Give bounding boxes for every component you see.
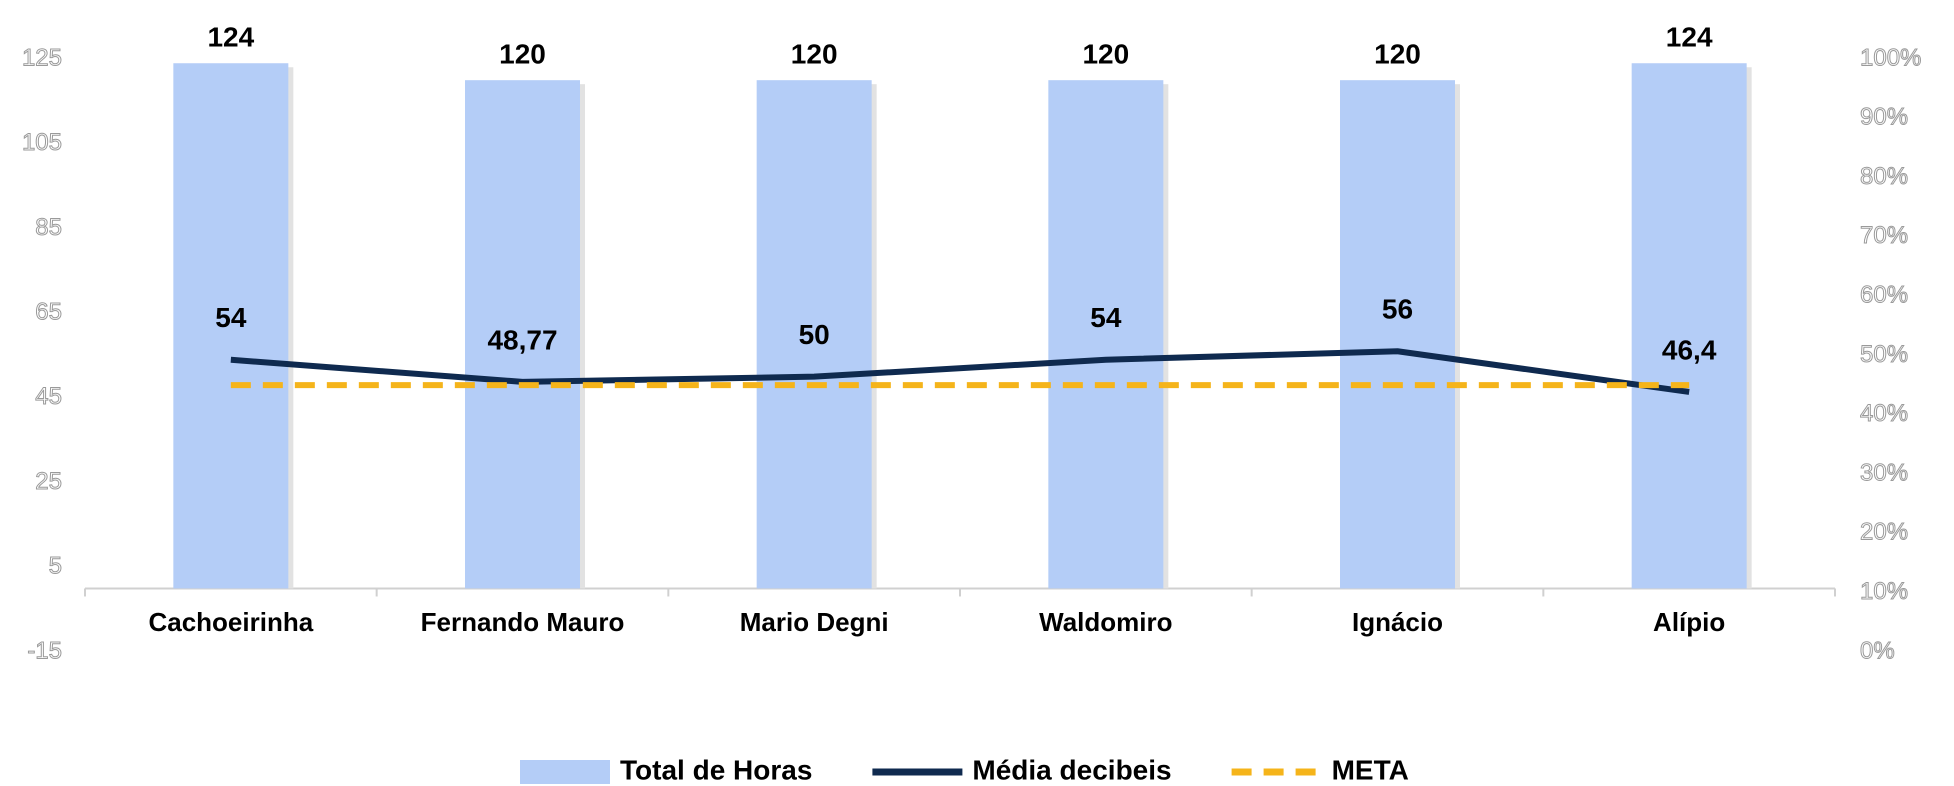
x-tick-label: Waldomiro xyxy=(1039,607,1172,637)
bar xyxy=(173,63,289,589)
bar xyxy=(1340,80,1455,589)
data-label: 50 xyxy=(799,319,830,350)
data-label: 124 xyxy=(1666,22,1713,53)
y-tick-label: 125 xyxy=(22,44,62,71)
data-label: 124 xyxy=(207,22,254,53)
line xyxy=(230,348,1690,395)
legend-label: Total de Horas xyxy=(620,754,812,785)
data-label: 54 xyxy=(215,302,247,333)
y2-tick-label: 40% xyxy=(1860,400,1908,427)
y2-tick-label: 100% xyxy=(1860,44,1921,71)
y-tick-label: 105 xyxy=(22,129,62,156)
data-label: 46,4 xyxy=(1662,334,1717,365)
legend-label: META xyxy=(1332,754,1409,785)
y2-tick-label: 60% xyxy=(1860,282,1908,309)
y-tick-label: 85 xyxy=(35,214,62,241)
y2-tick-label: 0% xyxy=(1860,637,1895,664)
y2-tick-label: 20% xyxy=(1860,519,1908,546)
data-label: 120 xyxy=(499,39,546,70)
data-label: 48,77 xyxy=(487,324,557,355)
legend-swatch xyxy=(520,760,610,784)
x-tick-label: Fernando Mauro xyxy=(421,607,625,637)
data-label: 120 xyxy=(791,39,838,70)
y-tick-label: 25 xyxy=(35,468,62,495)
y2-tick-label: 30% xyxy=(1860,459,1908,486)
bar xyxy=(1631,63,1747,589)
y2-tick-label: 10% xyxy=(1860,578,1908,605)
y-tick-label: 45 xyxy=(35,383,62,410)
y2-tick-label: 90% xyxy=(1860,104,1908,131)
y-tick-label: 5 xyxy=(49,553,62,580)
data-label: 56 xyxy=(1382,294,1413,325)
x-tick-label: Ignácio xyxy=(1352,607,1443,637)
x-tick-label: Alípio xyxy=(1653,607,1725,637)
bar xyxy=(1048,80,1164,589)
legend-label: Média decibeis xyxy=(972,754,1171,785)
y-tick-label: 65 xyxy=(35,298,62,325)
data-label: 54 xyxy=(1090,302,1122,333)
y2-tick-label: 70% xyxy=(1860,222,1908,249)
data-label: 120 xyxy=(1374,39,1421,70)
y-tick-label: -15 xyxy=(27,637,62,664)
y2-tick-label: 50% xyxy=(1860,341,1908,368)
data-label: 120 xyxy=(1082,39,1129,70)
bar xyxy=(756,80,872,589)
x-tick-label: Cachoeirinha xyxy=(148,607,313,637)
bar xyxy=(465,80,580,589)
x-tick-label: Mario Degni xyxy=(740,607,889,637)
y2-tick-label: 80% xyxy=(1860,163,1908,190)
